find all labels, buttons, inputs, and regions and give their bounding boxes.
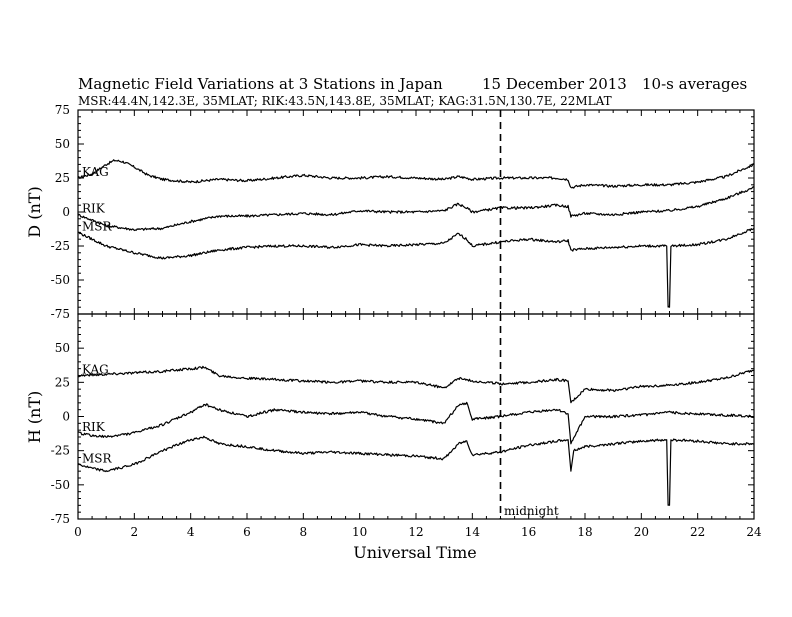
x-axis-label: Universal Time bbox=[353, 543, 476, 562]
series-label-kag: KAG bbox=[82, 165, 109, 179]
y-tick-label: 75 bbox=[55, 103, 70, 117]
x-tick-label: 10 bbox=[352, 525, 367, 539]
x-tick-label: 4 bbox=[187, 525, 195, 539]
y-tick-label: 50 bbox=[55, 341, 70, 355]
panel-d: 75 50 25 0 -25 -50 -75 KAG RIK MSR bbox=[51, 103, 755, 321]
y-tick-label: 50 bbox=[55, 137, 70, 151]
y-tick-label: -75 bbox=[51, 512, 70, 526]
chart-title: Magnetic Field Variations at 3 Stations … bbox=[78, 75, 443, 93]
series-line-rik bbox=[77, 186, 755, 232]
x-tick-label: 12 bbox=[408, 525, 423, 539]
chart-date: 15 December 2013 bbox=[482, 75, 627, 93]
series-line-msr bbox=[77, 227, 755, 308]
x-tick-label: 14 bbox=[465, 525, 481, 539]
series-label-msr: MSR bbox=[82, 451, 113, 465]
y-tick-label: -25 bbox=[51, 444, 70, 458]
series-line-rik bbox=[77, 401, 755, 445]
y-tick-label: 25 bbox=[55, 375, 70, 389]
x-tick-label: 18 bbox=[577, 525, 592, 539]
series-line-kag bbox=[77, 159, 755, 189]
series-line-kag bbox=[77, 365, 755, 404]
chart-averaging: 10-s averages bbox=[642, 75, 747, 93]
x-tick-label: 8 bbox=[300, 525, 308, 539]
y-tick-label: 0 bbox=[62, 410, 70, 424]
y-tick-label: 25 bbox=[55, 171, 70, 185]
x-tick-label: 16 bbox=[521, 525, 536, 539]
y-tick-label: -75 bbox=[51, 307, 70, 321]
series-label-rik: RIK bbox=[82, 420, 106, 434]
panel-frame bbox=[77, 109, 755, 315]
series-label-kag: KAG bbox=[82, 363, 109, 377]
y-tick-label: -50 bbox=[51, 478, 70, 492]
y-tick-label: -50 bbox=[51, 273, 70, 287]
x-tick-label: 2 bbox=[131, 525, 139, 539]
x-tick-label: 20 bbox=[634, 525, 649, 539]
x-tick-label: 22 bbox=[690, 525, 705, 539]
series-label-msr: MSR bbox=[82, 219, 113, 233]
x-tick-label: 24 bbox=[746, 525, 762, 539]
d-axis-label: D (nT) bbox=[25, 186, 44, 237]
x-tick-label: 0 bbox=[74, 525, 82, 539]
x-tick-label: 6 bbox=[243, 525, 251, 539]
station-info: MSR:44.4N,142.3E, 35MLAT; RIK:43.5N,143.… bbox=[78, 94, 612, 108]
panel-frame bbox=[77, 313, 755, 520]
series-label-rik: RIK bbox=[82, 202, 106, 216]
h-axis-label: H (nT) bbox=[25, 391, 44, 444]
y-tick-label: -25 bbox=[51, 239, 70, 253]
midnight-label: midnight bbox=[504, 504, 559, 518]
y-tick-label: 0 bbox=[62, 205, 70, 219]
series-line-msr bbox=[77, 435, 755, 506]
